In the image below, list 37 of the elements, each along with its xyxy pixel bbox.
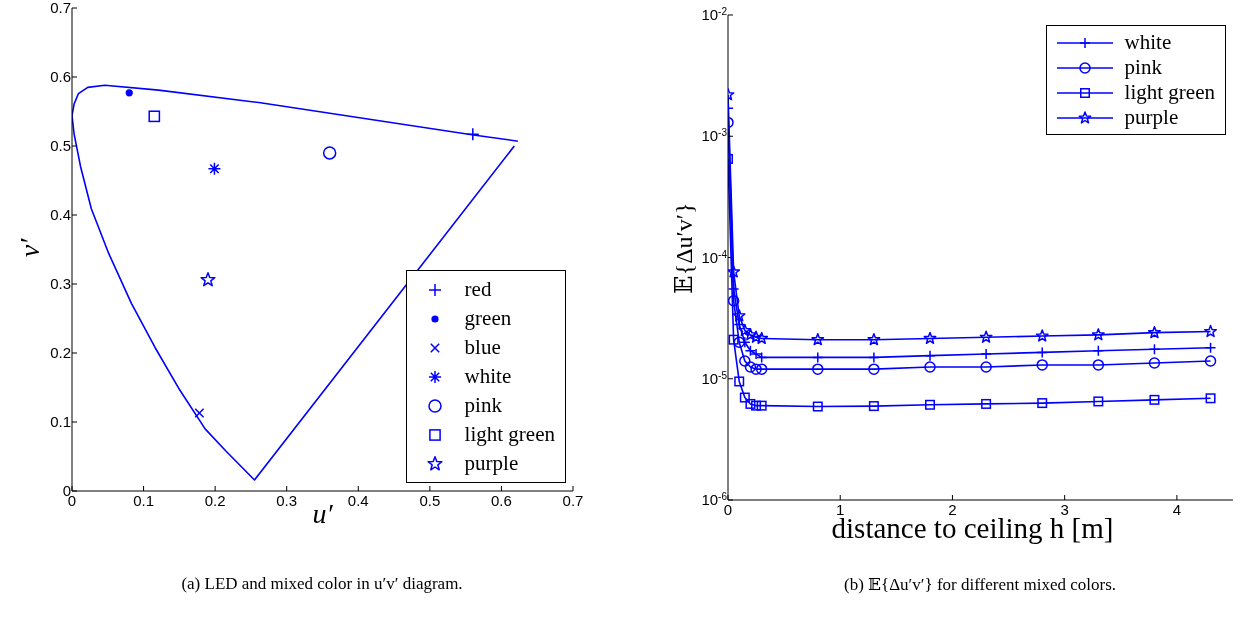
legend-label: blue — [464, 335, 501, 360]
y-axis-title: v′ — [14, 237, 46, 260]
x-tick-label: 2 — [948, 501, 957, 518]
legend-label: red — [464, 277, 492, 302]
legend-label: white — [464, 364, 512, 389]
text: (a) LED and mixed color in u′v′ diagram. — [180, 574, 464, 594]
x-axis-title: u′ — [312, 498, 333, 529]
y-tick-label: 10$^{-2}$ — [701, 5, 728, 23]
legend-label: light green — [464, 422, 555, 447]
y-tick-label: 10$^{-4}$ — [701, 248, 728, 266]
y-axis-title: 𝔼{Δu′v′} — [670, 201, 698, 296]
x-tick-label: 0.6 — [491, 492, 512, 509]
y-tick-label: 0.3 — [50, 275, 71, 292]
x-tick-label: 0.4 — [347, 492, 369, 509]
x-tick-label: 0.7 — [562, 492, 584, 509]
legend-label: white — [1124, 30, 1172, 55]
x-tick-label: 0.2 — [204, 492, 226, 509]
x-tick-label: 0.3 — [276, 492, 298, 509]
legend-label: light green — [1124, 80, 1215, 105]
legend-label: pink — [464, 393, 502, 418]
y-tick-label: 10$^{-5}$ — [701, 369, 728, 387]
y-tick-label: 0.5 — [50, 137, 71, 154]
legend-label: pink — [1124, 55, 1162, 80]
legend-label: purple — [464, 451, 519, 476]
y-tick-label: 0.2 — [50, 344, 71, 361]
x-tick-label: 3 — [1060, 501, 1069, 518]
text: (b) 𝔼{Δu′v′} for different mixed colors. — [842, 574, 1117, 595]
y-tick-label: 0.4 — [50, 206, 71, 223]
x-tick-label: 0.1 — [133, 492, 154, 509]
legend-label: green — [464, 306, 512, 331]
x-tick-label: 4 — [1172, 501, 1182, 518]
y-tick-label: 0.7 — [50, 0, 71, 16]
y-tick-label: 0.1 — [50, 413, 71, 430]
y-tick-label: 0.6 — [50, 68, 71, 85]
legend-label: purple — [1124, 105, 1179, 130]
x-tick-label: 0.5 — [419, 492, 441, 509]
y-tick-label: 10$^{-3}$ — [701, 126, 728, 145]
